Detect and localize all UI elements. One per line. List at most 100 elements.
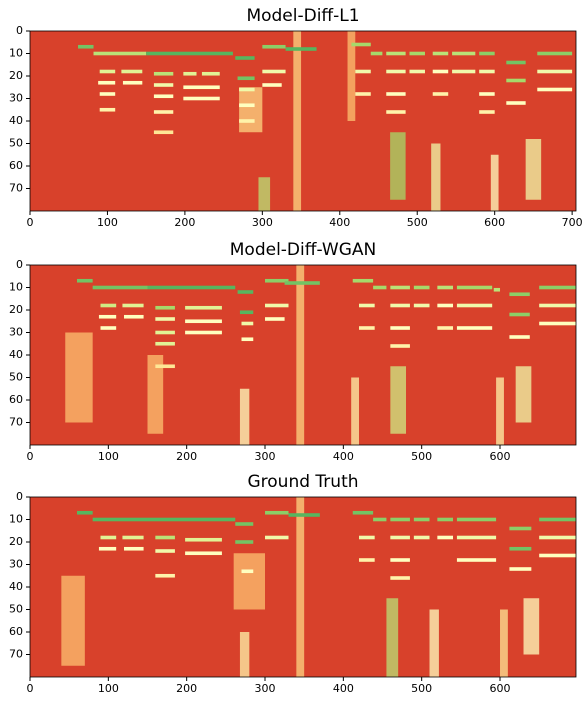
harmonic-segment xyxy=(359,326,375,330)
harmonic-segment xyxy=(185,305,222,310)
harmonic-segment xyxy=(98,314,117,319)
harmonic-segment xyxy=(539,321,576,326)
streak xyxy=(386,598,399,677)
streak xyxy=(500,609,508,677)
harmonic-segment xyxy=(432,69,449,74)
harmonic-segment xyxy=(437,535,454,540)
streak xyxy=(296,497,305,677)
harmonic-segment xyxy=(409,51,425,56)
y-tick-label: 50 xyxy=(9,371,23,384)
harmonic-segment xyxy=(155,549,175,553)
harmonic-segment xyxy=(262,44,286,49)
harmonic-segment xyxy=(509,335,530,339)
harmonic-segment xyxy=(456,285,493,290)
harmonic-segment xyxy=(509,526,532,531)
harmonic-segment xyxy=(539,285,576,290)
harmonic-segment xyxy=(155,364,175,369)
harmonic-segment xyxy=(237,76,255,81)
harmonic-segment xyxy=(153,71,174,76)
x-tick-label: 600 xyxy=(490,450,511,463)
harmonic-segment xyxy=(241,321,254,326)
harmonic-segment xyxy=(265,535,289,540)
harmonic-segment xyxy=(92,517,148,522)
harmonic-segment xyxy=(537,69,573,74)
harmonic-segment xyxy=(413,517,430,522)
y-tick-label: 30 xyxy=(9,92,23,105)
x-tick-label: 0 xyxy=(27,450,34,463)
harmonic-segment xyxy=(479,92,495,96)
y-tick-label: 30 xyxy=(9,558,23,571)
y-tick-label: 40 xyxy=(9,114,23,127)
harmonic-segment xyxy=(155,573,175,578)
streak xyxy=(390,366,407,434)
streak xyxy=(239,632,250,677)
harmonic-segment xyxy=(147,517,236,522)
harmonic-segment xyxy=(390,303,410,308)
harmonic-segment xyxy=(351,42,371,47)
chart-title: Model-Diff-WGAN xyxy=(230,240,376,260)
x-tick-label: 500 xyxy=(411,682,432,695)
harmonic-segment xyxy=(509,312,530,317)
harmonic-segment xyxy=(153,94,174,99)
harmonic-segment xyxy=(183,71,197,76)
harmonic-segment xyxy=(147,285,236,290)
harmonic-segment xyxy=(155,341,175,346)
harmonic-segment xyxy=(506,60,526,65)
harmonic-segment xyxy=(479,110,495,114)
harmonic-segment xyxy=(235,540,254,544)
chart-title: Model-Diff-L1 xyxy=(246,6,359,26)
streak xyxy=(147,355,164,434)
x-tick-label: 400 xyxy=(329,216,350,229)
streak xyxy=(429,609,439,677)
y-tick-label: 0 xyxy=(16,258,23,271)
x-tick-label: 300 xyxy=(255,682,276,695)
harmonic-segment xyxy=(390,344,410,348)
harmonic-segment xyxy=(456,326,493,330)
x-tick-label: 100 xyxy=(98,682,119,695)
harmonic-segment xyxy=(437,303,454,308)
harmonic-segment xyxy=(456,535,497,540)
harmonic-segment xyxy=(437,285,454,290)
harmonic-segment xyxy=(155,330,175,335)
harmonic-segment xyxy=(201,71,220,76)
x-tick-label: 500 xyxy=(407,216,428,229)
harmonic-segment xyxy=(239,103,255,108)
harmonic-segment xyxy=(241,337,254,342)
harmonic-segment xyxy=(509,546,532,551)
harmonic-segment xyxy=(237,290,254,294)
y-tick-label: 50 xyxy=(9,137,23,150)
harmonic-segment xyxy=(77,278,93,283)
harmonic-segment xyxy=(285,47,317,51)
harmonic-segment xyxy=(456,303,493,308)
x-tick-label: 300 xyxy=(255,450,276,463)
y-tick-label: 60 xyxy=(9,625,23,638)
x-tick-label: 100 xyxy=(98,450,119,463)
x-tick-label: 400 xyxy=(333,682,354,695)
harmonic-segment xyxy=(413,303,430,308)
streak xyxy=(239,87,263,133)
harmonic-segment xyxy=(93,51,147,56)
x-tick-label: 600 xyxy=(484,216,505,229)
heatmap-background xyxy=(30,31,576,211)
harmonic-segment xyxy=(265,317,285,321)
harmonic-segment xyxy=(539,303,576,308)
harmonic-segment xyxy=(155,317,175,321)
y-tick-label: 40 xyxy=(9,580,23,593)
harmonic-segment xyxy=(155,305,175,310)
harmonic-segment xyxy=(413,535,430,540)
x-tick-label: 700 xyxy=(562,216,582,229)
harmonic-segment xyxy=(100,535,117,540)
harmonic-segment xyxy=(506,78,526,83)
y-tick-label: 10 xyxy=(9,281,23,294)
harmonic-segment xyxy=(456,517,497,522)
harmonic-segment xyxy=(537,51,573,56)
harmonic-segment xyxy=(183,85,220,90)
harmonic-segment xyxy=(437,517,454,522)
harmonic-segment xyxy=(359,535,375,540)
streak xyxy=(65,332,93,423)
harmonic-segment xyxy=(352,278,374,283)
harmonic-segment xyxy=(185,330,222,335)
chart-title: Ground Truth xyxy=(247,472,358,492)
y-tick-label: 10 xyxy=(9,513,23,526)
